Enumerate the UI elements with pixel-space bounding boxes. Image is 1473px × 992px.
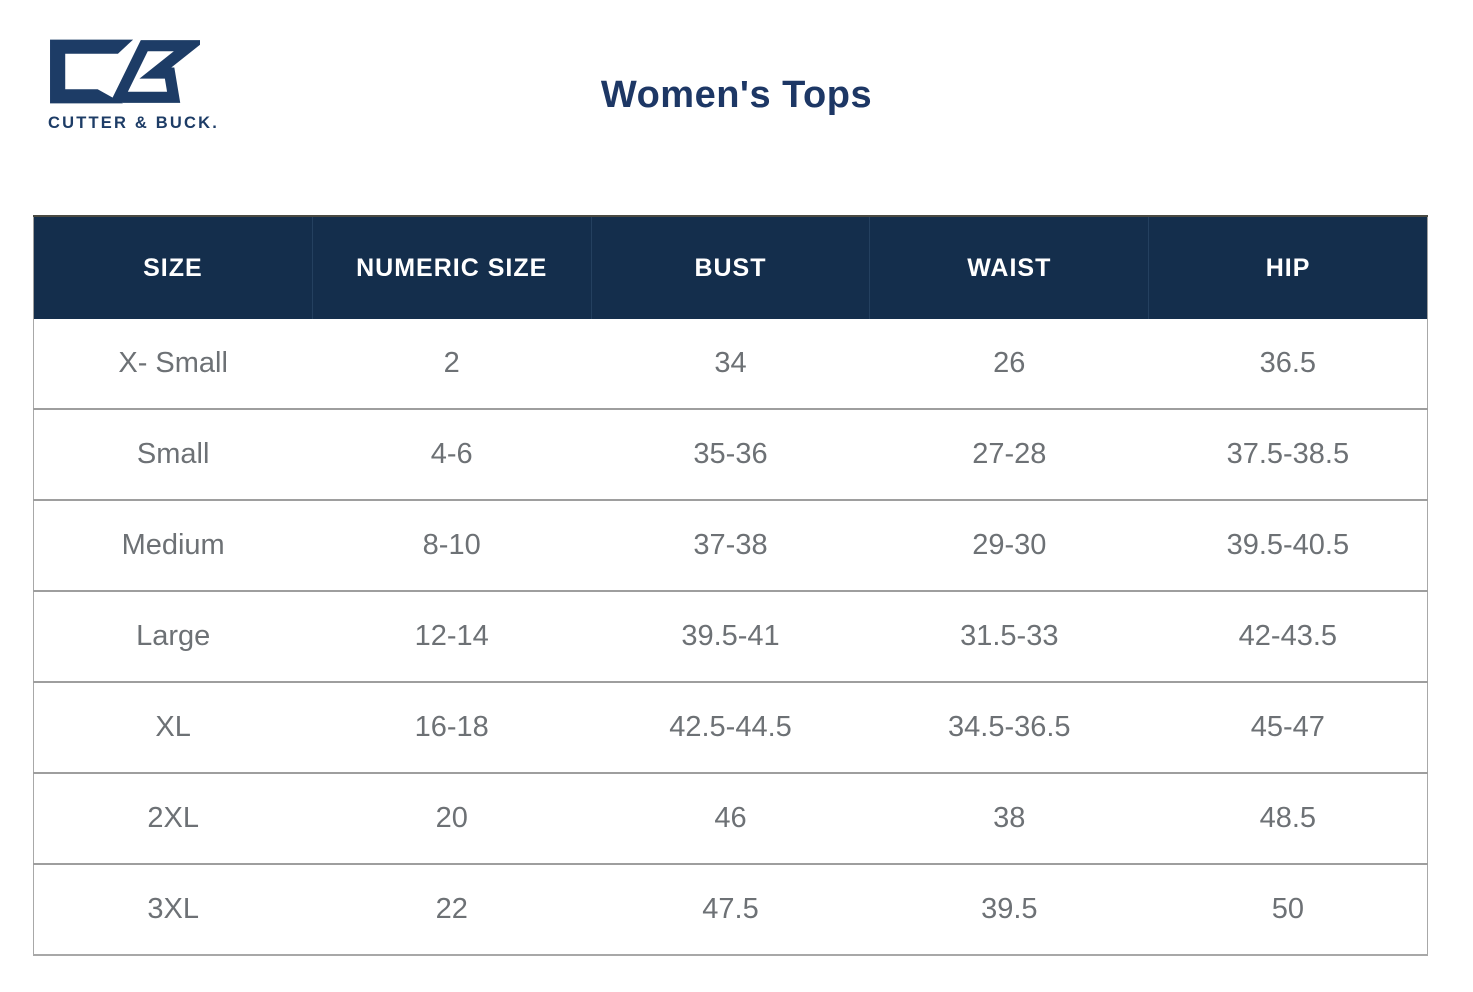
- table-cell: 2XL: [33, 773, 313, 865]
- brand-logo: CUTTER & BUCK.: [48, 36, 217, 133]
- table-cell: 34.5-36.5: [869, 682, 1149, 774]
- table-cell: 39.5: [869, 864, 1149, 956]
- table-cell: 34: [591, 319, 870, 410]
- size-chart-table: SIZE NUMERIC SIZE BUST WAIST HIP X- Smal…: [33, 215, 1428, 956]
- table-cell: 42.5-44.5: [591, 682, 870, 774]
- table-cell: Medium: [33, 500, 313, 592]
- table-cell: 42-43.5: [1148, 591, 1428, 683]
- table-cell: X- Small: [33, 319, 313, 410]
- table-cell: 36.5: [1148, 319, 1428, 410]
- column-header-size: SIZE: [33, 215, 313, 319]
- table-cell: 8-10: [312, 500, 592, 592]
- table-cell: Large: [33, 591, 313, 683]
- table-cell: 27-28: [869, 409, 1149, 501]
- page-title: Women's Tops: [600, 74, 873, 116]
- column-header-waist: WAIST: [869, 215, 1150, 319]
- table-row-xl: XL 16-18 42.5-44.5 34.5-36.5 45-47: [33, 682, 1428, 774]
- table-cell: 22: [312, 864, 592, 956]
- table-cell: 50: [1148, 864, 1428, 956]
- column-header-numeric-size: NUMERIC SIZE: [311, 215, 592, 319]
- table-cell: 29-30: [869, 500, 1149, 592]
- table-cell: 37-38: [591, 500, 870, 592]
- table-cell: 37.5-38.5: [1148, 409, 1428, 501]
- table-cell: 46: [591, 773, 870, 865]
- table-cell: 3XL: [33, 864, 313, 956]
- table-cell: 20: [312, 773, 592, 865]
- table-body: X- Small 2 34 26 36.5 Small 4-6 35-36 27…: [33, 319, 1428, 956]
- table-cell: 16-18: [312, 682, 592, 774]
- table-cell: 47.5: [591, 864, 870, 956]
- table-cell: 39.5-41: [591, 591, 870, 683]
- table-cell: 38: [869, 773, 1149, 865]
- table-row-2xl: 2XL 20 46 38 48.5: [33, 773, 1428, 865]
- brand-logo-text: CUTTER & BUCK.: [48, 114, 220, 132]
- table-cell: Small: [33, 409, 313, 501]
- table-row-medium: Medium 8-10 37-38 29-30 39.5-40.5: [33, 500, 1428, 592]
- table-row-xsmall: X- Small 2 34 26 36.5: [33, 319, 1428, 410]
- table-cell: 31.5-33: [869, 591, 1149, 683]
- table-header: SIZE NUMERIC SIZE BUST WAIST HIP: [33, 215, 1428, 319]
- table-cell: 2: [312, 319, 592, 410]
- table-header-row: SIZE NUMERIC SIZE BUST WAIST HIP: [33, 215, 1428, 319]
- table-row-small: Small 4-6 35-36 27-28 37.5-38.5: [33, 409, 1428, 501]
- table-cell: 39.5-40.5: [1148, 500, 1428, 592]
- table-cell: 4-6: [312, 409, 592, 501]
- column-header-bust: BUST: [590, 215, 871, 319]
- table-cell: 26: [869, 319, 1149, 410]
- table-cell: XL: [33, 682, 313, 774]
- table-cell: 48.5: [1148, 773, 1428, 865]
- column-header-hip: HIP: [1148, 215, 1428, 319]
- table-cell: 35-36: [591, 409, 870, 501]
- table-row-3xl: 3XL 22 47.5 39.5 50: [33, 864, 1428, 956]
- table-cell: 12-14: [312, 591, 592, 683]
- table-row-large: Large 12-14 39.5-41 31.5-33 42-43.5: [33, 591, 1428, 683]
- cutter-buck-logo-icon: [50, 39, 200, 104]
- table-cell: 45-47: [1148, 682, 1428, 774]
